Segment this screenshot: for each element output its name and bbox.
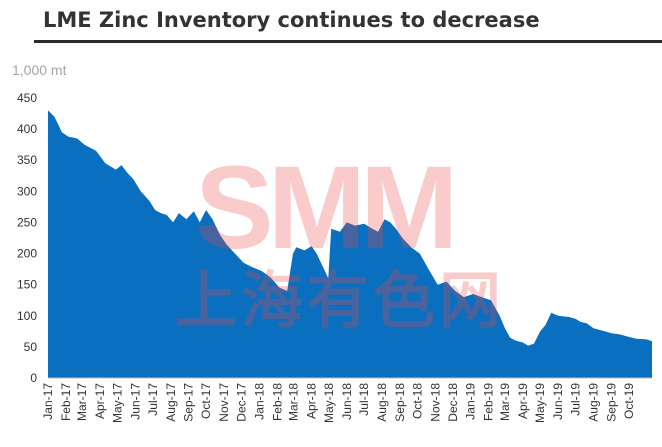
y-axis-unit-label: 1,000 mt bbox=[12, 62, 67, 78]
x-tick-label: Jan-19 bbox=[464, 383, 478, 420]
x-tick-label: Jun-19 bbox=[551, 383, 565, 420]
x-tick-label: Aug-17 bbox=[164, 383, 178, 422]
y-tick-label: 50 bbox=[24, 340, 38, 354]
x-tick-label: Sep-19 bbox=[605, 383, 619, 422]
x-tick-label: Dec-17 bbox=[234, 383, 248, 422]
x-tick-label: Nov-17 bbox=[217, 383, 231, 422]
x-tick-label: Oct-19 bbox=[622, 383, 636, 419]
x-tick-label: Jun-18 bbox=[340, 383, 354, 420]
y-tick-label: 300 bbox=[17, 184, 37, 198]
x-tick-label: Nov-18 bbox=[428, 383, 442, 422]
x-tick-label: Oct-18 bbox=[411, 383, 425, 419]
title-underline bbox=[34, 40, 662, 43]
chart-title: LME Zinc Inventory continues to decrease bbox=[43, 8, 540, 32]
y-tick-label: 150 bbox=[17, 278, 37, 292]
x-tick-label: Sep-17 bbox=[182, 383, 196, 422]
x-tick-label: Jul-18 bbox=[357, 383, 371, 416]
x-tick-label: Apr-19 bbox=[516, 383, 530, 419]
x-tick-label: Mar-18 bbox=[287, 383, 301, 421]
x-tick-label: May-18 bbox=[322, 383, 336, 423]
x-tick-label: Jan-18 bbox=[252, 383, 266, 420]
x-tick-label: May-19 bbox=[533, 383, 547, 423]
inventory-area bbox=[48, 110, 652, 379]
y-tick-label: 200 bbox=[17, 247, 37, 261]
x-tick-label: Jul-19 bbox=[569, 383, 583, 416]
y-tick-label: 100 bbox=[17, 309, 37, 323]
x-tick-label: Dec-18 bbox=[446, 383, 460, 422]
x-tick-label: May-17 bbox=[111, 383, 125, 423]
x-tick-label: Sep-18 bbox=[393, 383, 407, 422]
x-tick-label: Aug-18 bbox=[375, 383, 389, 422]
x-tick-label: Apr-17 bbox=[93, 383, 107, 419]
y-axis-ticks: 0 50 100 150 200 250 300 350 400 450 bbox=[17, 91, 37, 385]
x-tick-label: Jan-17 bbox=[41, 383, 55, 420]
x-tick-label: Feb-17 bbox=[59, 383, 73, 421]
y-tick-label: 350 bbox=[17, 153, 37, 167]
x-tick-label: Apr-18 bbox=[305, 383, 319, 419]
y-tick-label: 450 bbox=[17, 91, 37, 105]
y-tick-label: 0 bbox=[30, 371, 37, 385]
y-tick-label: 400 bbox=[17, 122, 37, 136]
x-tick-label: Oct-17 bbox=[199, 383, 213, 419]
x-tick-label: Feb-19 bbox=[482, 383, 496, 421]
x-tick-label: Mar-17 bbox=[75, 383, 89, 421]
y-tick-label: 250 bbox=[17, 215, 37, 229]
x-tick-label: Jun-17 bbox=[128, 383, 142, 420]
x-tick-label: Mar-19 bbox=[498, 383, 512, 421]
x-tick-label: Aug-19 bbox=[587, 383, 601, 422]
x-tick-label: Jul-17 bbox=[146, 383, 160, 416]
x-axis-ticks: Jan-17 Feb-17 Mar-17 Apr-17 May-17 Jun-17 Jul-… bbox=[41, 383, 636, 423]
x-tick-label: Feb-18 bbox=[270, 383, 284, 421]
